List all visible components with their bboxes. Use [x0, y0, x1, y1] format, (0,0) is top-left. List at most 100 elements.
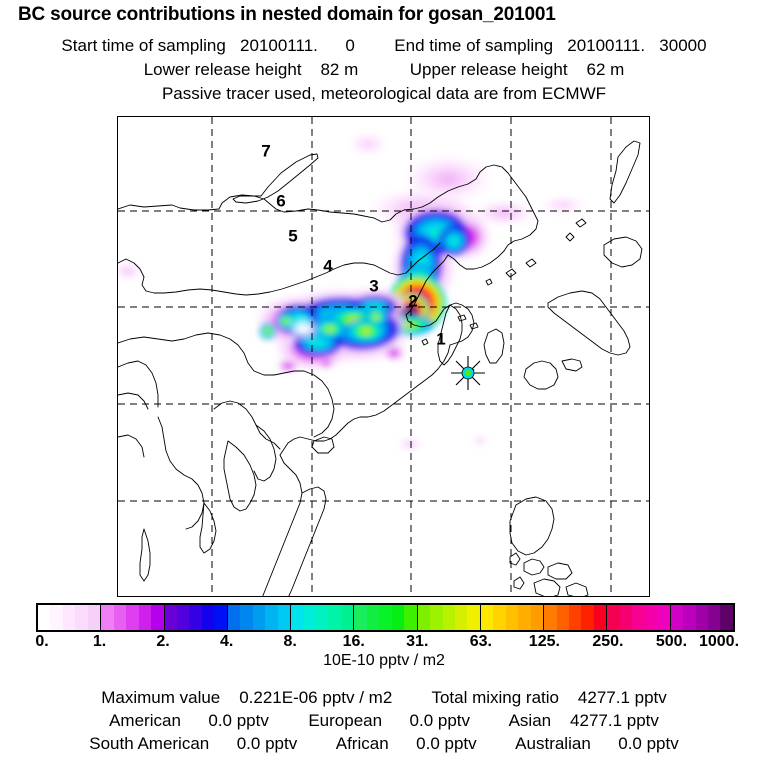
colorbar-step-1-3 — [138, 605, 152, 630]
colorbar-step-6-4 — [467, 605, 480, 630]
trajectory-label-2: 2 — [408, 291, 418, 311]
end-date-value: 20100111. — [567, 36, 646, 55]
receptor-star-icon — [451, 356, 485, 390]
colorbar-band-2 — [164, 605, 228, 630]
colorbar-step-0-1 — [50, 605, 63, 630]
colorbar: 0. 1. 2. 4. 8. 16. 31. 63. 125. 250. 500. 1000. — [35, 603, 739, 650]
colorbar-step-3-0 — [227, 605, 241, 630]
colorbar-step-7-4 — [530, 605, 544, 630]
colorbar-band-0 — [38, 605, 102, 630]
trajectory-label-4: 4 — [323, 256, 333, 276]
upper-release-value: 62 m — [586, 60, 625, 79]
max-value-value: 0.221E-06 pptv / m2 — [239, 688, 393, 707]
colorbar-tick-10: 500. — [655, 633, 688, 650]
colorbar-step-2-2 — [189, 605, 202, 630]
colorbar-tick-9: 250. — [592, 633, 624, 650]
start-date-value: 20100111. — [240, 36, 318, 55]
page-title: BC source contributions in nested domain… — [18, 4, 556, 25]
colorbar-tick-7: 63. — [469, 633, 492, 650]
colorbar-step-9-0 — [607, 605, 620, 630]
colorbar-step-9-1 — [619, 605, 633, 630]
end-time-label: End time of sampling — [394, 36, 554, 55]
total-mixing-ratio-label: Total mixing ratio — [431, 688, 559, 707]
colorbar-tick-1: 1. — [92, 633, 107, 650]
colorbar-step-6-0 — [417, 605, 431, 630]
colorbar-step-8-4 — [593, 605, 607, 630]
region-value-american: 0.0 pptv — [208, 711, 269, 730]
colorbar-tick-0: 0. — [35, 633, 49, 650]
colorbar-step-2-1 — [176, 605, 190, 630]
total-mixing-ratio-value: 4277.1 pptv — [577, 688, 667, 707]
region-value-african: 0.0 pptv — [416, 734, 477, 753]
colorbar-band-9 — [607, 605, 671, 630]
lower-release-value: 82 m — [320, 60, 359, 79]
colorbar-band-7 — [480, 605, 545, 630]
colorbar-tick-labels: 0. 1. 2. 4. 8. 16. 31. 63. 125. 250. 500. 1000. — [35, 633, 739, 655]
colorbar-step-10-2 — [695, 605, 709, 630]
colorbar-tick-11: 1000. — [698, 633, 740, 650]
colorbar-step-7-1 — [493, 605, 506, 630]
colorbar-step-8-2 — [569, 605, 582, 630]
colorbar-tick-4: 8. — [283, 633, 297, 650]
region-value-european: 0.0 pptv — [409, 711, 471, 730]
start-time-label: Start time of sampling — [61, 36, 226, 55]
colorbar-step-4-1 — [303, 605, 316, 630]
colorbar-step-5-0 — [354, 605, 367, 630]
lower-release-label: Lower release height — [143, 60, 302, 79]
colorbar-step-7-0 — [480, 605, 494, 630]
coastline-layer — [118, 140, 643, 596]
trajectory-label-6: 6 — [276, 191, 286, 211]
colorbar-step-1-2 — [126, 605, 139, 630]
colorbar-step-9-4 — [657, 605, 670, 630]
colorbar-band-5 — [354, 605, 418, 630]
map-vector-layer — [118, 117, 649, 596]
colorbar-step-3-1 — [240, 605, 253, 630]
region-value-asian: 4277.1 pptv — [570, 711, 659, 730]
colorbar-tick-8: 125. — [528, 633, 560, 650]
footer-region-line-2: South American 0.0 pptv African 0.0 pptv… — [0, 734, 768, 754]
colorbar-unit-label: 10E-10 pptv / m2 — [323, 652, 445, 669]
colorbar-tick-6: 31. — [406, 633, 429, 650]
region-name-asian: Asian — [508, 711, 552, 730]
region-name-african: African — [335, 734, 389, 753]
region-value-south-american: 0.0 pptv — [236, 734, 298, 753]
colorbar-step-10-4 — [720, 605, 733, 630]
footer-region-line-1: American 0.0 pptv European 0.0 pptv Asia… — [0, 711, 768, 731]
colorbar-step-9-2 — [632, 605, 645, 630]
colorbar-step-7-3 — [518, 605, 531, 630]
colorbar-step-10-0 — [670, 605, 684, 630]
colorbar-band-3 — [227, 605, 292, 630]
colorbar-step-4-3 — [328, 605, 341, 630]
colorbar-step-10-3 — [708, 605, 721, 630]
colorbar-step-5-4 — [404, 605, 417, 630]
colorbar-step-6-1 — [430, 605, 443, 630]
colorbar-step-3-2 — [252, 605, 266, 630]
colorbar-step-10-1 — [683, 605, 696, 630]
colorbar-step-5-2 — [379, 605, 392, 630]
colorbar-step-8-1 — [556, 605, 570, 630]
trajectory-label-7: 7 — [261, 141, 271, 161]
colorbar-tick-5: 16. — [342, 633, 365, 650]
colorbar-band-4 — [291, 605, 355, 630]
colorbar-step-1-4 — [151, 605, 164, 630]
colorbar-step-0-2 — [62, 605, 76, 630]
colorbar-step-2-3 — [201, 605, 215, 630]
colorbar-step-1-1 — [113, 605, 127, 630]
colorbar-step-5-3 — [391, 605, 405, 630]
colorbar-step-4-0 — [291, 605, 304, 630]
footer-summary-line: Maximum value 0.221E-06 pptv / m2 Total … — [0, 688, 768, 708]
sampling-time-line: Start time of sampling 20100111. 0 End t… — [0, 36, 768, 56]
colorbar-band-1 — [101, 605, 165, 630]
region-name-american: American — [109, 711, 181, 730]
colorbar-step-9-3 — [644, 605, 658, 630]
colorbar-tick-2: 2. — [156, 633, 170, 650]
colorbar-step-4-2 — [315, 605, 329, 630]
end-time-value: 30000 — [659, 36, 707, 55]
trajectory-label-1: 1 — [436, 329, 446, 349]
colorbar-step-8-0 — [544, 605, 557, 630]
colorbar-step-0-3 — [75, 605, 88, 630]
region-name-european: European — [308, 711, 383, 730]
plume-gap — [291, 320, 317, 338]
trajectory-label-5: 5 — [288, 226, 298, 246]
colorbar-step-2-4 — [214, 605, 227, 630]
